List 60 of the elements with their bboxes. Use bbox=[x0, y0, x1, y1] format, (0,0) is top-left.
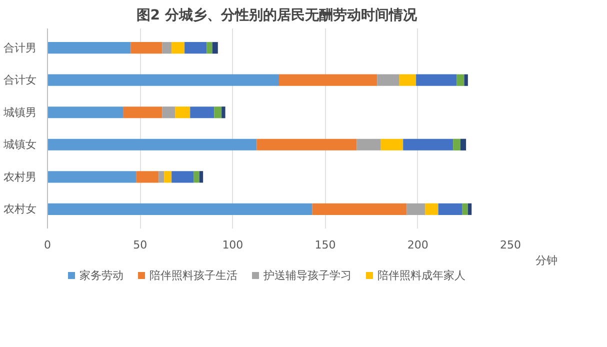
bar bbox=[164, 171, 172, 183]
bar bbox=[48, 42, 131, 54]
x-tick-label: 200 bbox=[407, 238, 428, 252]
y-tick-label: 农村男 bbox=[4, 170, 36, 184]
bar bbox=[279, 74, 378, 86]
bar bbox=[48, 138, 257, 150]
y-tick-label: 城镇女 bbox=[2, 138, 36, 152]
bar bbox=[123, 106, 162, 118]
bar bbox=[468, 203, 472, 215]
bar bbox=[162, 106, 176, 118]
bar bbox=[462, 203, 468, 215]
x-tick-label: 250 bbox=[500, 238, 521, 252]
bar bbox=[312, 203, 407, 215]
legend-label: 家务劳动 bbox=[80, 269, 124, 282]
bar bbox=[380, 138, 404, 150]
bar bbox=[464, 74, 468, 86]
legend-label: 护送辅导孩子学习 bbox=[262, 269, 352, 282]
bar bbox=[194, 171, 200, 183]
x-tick-label: 0 bbox=[44, 238, 51, 252]
bar bbox=[256, 138, 357, 150]
y-tick-label: 农村女 bbox=[4, 202, 36, 216]
bar bbox=[456, 74, 464, 86]
bar bbox=[136, 171, 159, 183]
bar bbox=[172, 171, 194, 183]
bar bbox=[199, 171, 204, 183]
bar bbox=[175, 106, 190, 118]
legend-label: 陪伴照料孩子生活 bbox=[150, 269, 238, 282]
bar bbox=[438, 203, 462, 215]
bar bbox=[48, 171, 136, 183]
y-tick-label: 合计女 bbox=[4, 74, 36, 87]
bar bbox=[356, 138, 381, 150]
bar bbox=[222, 106, 226, 118]
bar bbox=[158, 171, 164, 183]
bar bbox=[406, 203, 426, 215]
bar bbox=[184, 42, 207, 54]
bar bbox=[425, 203, 438, 215]
x-tick-label: 50 bbox=[133, 238, 148, 252]
bar bbox=[403, 138, 454, 150]
x-tick-label: 150 bbox=[314, 238, 336, 252]
y-tick-label: 合计男 bbox=[4, 41, 36, 54]
bar bbox=[172, 42, 185, 54]
x-tick-label: 100 bbox=[222, 238, 244, 252]
bar bbox=[48, 203, 312, 215]
y-tick-label: 城镇男 bbox=[2, 106, 36, 119]
x-axis-title: 分钟 bbox=[536, 254, 558, 267]
bar bbox=[162, 42, 172, 54]
chart-title: 图2 分城乡、分性别的居民无酬劳动时间情况 bbox=[136, 6, 418, 24]
bar bbox=[453, 138, 460, 150]
bar bbox=[399, 74, 416, 86]
bar bbox=[212, 42, 218, 54]
bar bbox=[416, 74, 457, 86]
bar bbox=[48, 74, 279, 86]
bar bbox=[460, 138, 466, 150]
bar bbox=[190, 106, 214, 118]
legend-label: 陪伴照料成年家人 bbox=[378, 269, 466, 282]
bar bbox=[377, 74, 400, 86]
bar bbox=[130, 42, 162, 54]
bar bbox=[48, 106, 124, 118]
bar bbox=[214, 106, 222, 118]
bar bbox=[206, 42, 212, 54]
